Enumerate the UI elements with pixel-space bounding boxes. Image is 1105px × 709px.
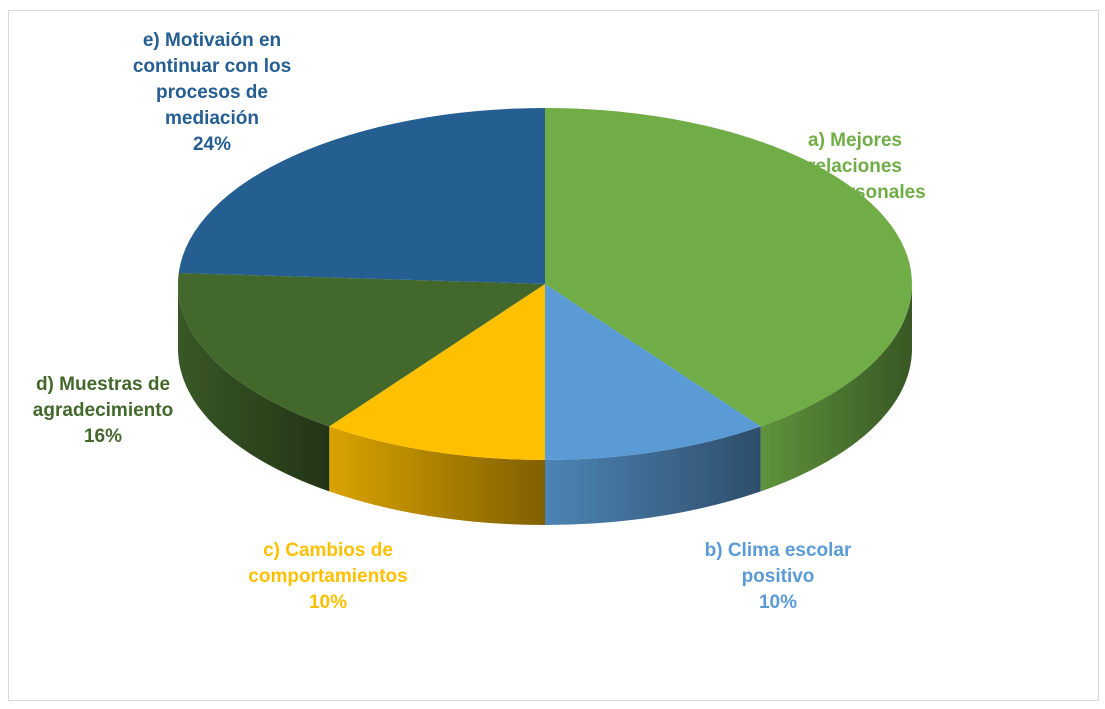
category-label: e) Motivaión en continuar con los proces… [132,30,292,129]
category-label: a) Mejores relaciones interpersonales [784,130,926,203]
pie-slice-side [545,426,761,526]
data-label: d) Muestras de agradecimiento 16% [13,372,193,450]
category-label: b) Clima escolar positivo [704,540,852,587]
percent-label: 40% [835,208,875,229]
pie-slice-side [178,284,330,492]
pie-slice [329,284,545,460]
data-label: b) Clima escolar positivo 10% [688,538,868,616]
percent-label: 24% [192,134,232,155]
pie-slice [545,284,761,460]
pie-slice [178,272,546,427]
percent-label: 10% [758,592,798,613]
pie-slice [178,108,546,284]
percent-label: 10% [308,592,348,613]
pie-slice [545,108,912,427]
pie-slice-side [760,284,912,492]
data-label: c) Cambios de comportamientos 10% [233,538,423,616]
category-label: d) Muestras de agradecimiento [32,374,174,421]
pie-slice-side [329,426,545,525]
data-label: e) Motivaión en continuar con los proces… [120,28,305,158]
data-label: a) Mejores relaciones interpersonales 40% [768,128,943,232]
chart-frame [8,10,1099,701]
category-label: c) Cambios de comportamientos [248,540,408,587]
percent-label: 16% [83,426,123,447]
